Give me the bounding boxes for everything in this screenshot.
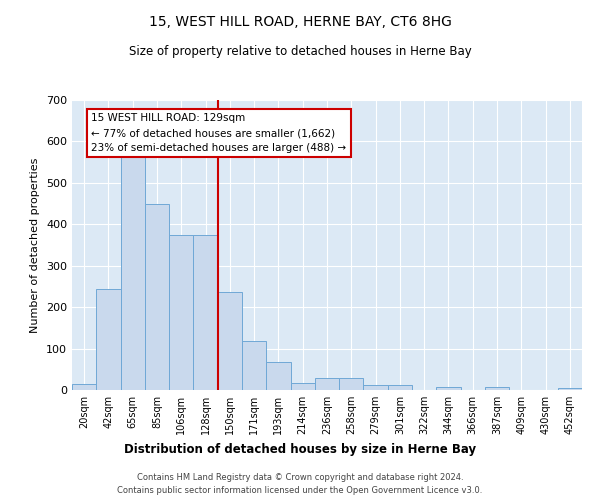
- Y-axis label: Number of detached properties: Number of detached properties: [31, 158, 40, 332]
- Text: 15 WEST HILL ROAD: 129sqm
← 77% of detached houses are smaller (1,662)
23% of se: 15 WEST HILL ROAD: 129sqm ← 77% of detac…: [91, 114, 347, 153]
- Bar: [315, 378, 339, 390]
- Bar: [364, 386, 388, 390]
- Bar: [436, 387, 461, 390]
- Bar: [193, 234, 218, 390]
- Bar: [96, 288, 121, 390]
- Text: Size of property relative to detached houses in Herne Bay: Size of property relative to detached ho…: [128, 45, 472, 58]
- Bar: [339, 378, 364, 390]
- Bar: [290, 382, 315, 390]
- Text: Distribution of detached houses by size in Herne Bay: Distribution of detached houses by size …: [124, 442, 476, 456]
- Bar: [388, 386, 412, 390]
- Bar: [72, 384, 96, 390]
- Bar: [558, 388, 582, 390]
- Bar: [121, 148, 145, 390]
- Bar: [242, 341, 266, 390]
- Bar: [145, 204, 169, 390]
- Bar: [218, 292, 242, 390]
- Bar: [485, 387, 509, 390]
- Text: 15, WEST HILL ROAD, HERNE BAY, CT6 8HG: 15, WEST HILL ROAD, HERNE BAY, CT6 8HG: [149, 15, 451, 29]
- Text: Contains public sector information licensed under the Open Government Licence v3: Contains public sector information licen…: [118, 486, 482, 495]
- Text: Contains HM Land Registry data © Crown copyright and database right 2024.: Contains HM Land Registry data © Crown c…: [137, 472, 463, 482]
- Bar: [169, 236, 193, 390]
- Bar: [266, 362, 290, 390]
